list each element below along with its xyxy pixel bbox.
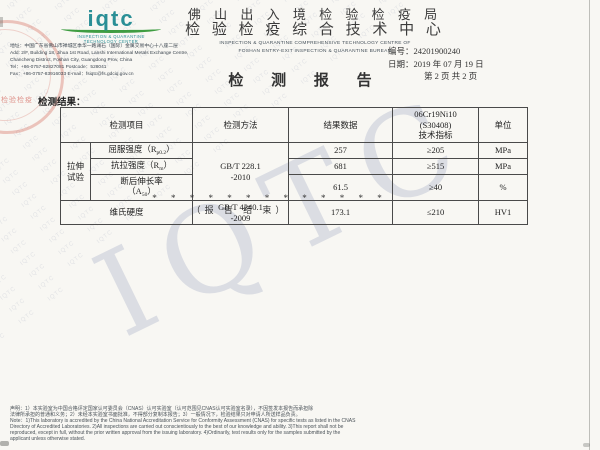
col-header-method: 检测方法: [192, 107, 290, 143]
cell-unit-yield: MPa: [478, 141, 529, 159]
method-year: -2009: [230, 212, 251, 223]
col-header-result: 结果数据: [288, 107, 394, 143]
report-number-label: 编号：: [388, 46, 414, 56]
org-title-block: 佛 山 出 入 境 检 验 检 疫 局 检 验 检 疫 综 合 技 术 中 心 …: [145, 7, 485, 54]
address-block: 地址：中国广东省佛山市禅城区季华一路澜石（国际）金属交易中心十八座二层 Add:…: [10, 44, 300, 79]
cell-item-elongation: 断后伸长率 （A50）: [89, 173, 194, 202]
scan-smudge-bottom-left: [0, 441, 9, 446]
logo-tagline-1: INSPECTION & QUARANTINE: [77, 34, 145, 39]
cell-index-elongation: ≥40: [392, 173, 480, 202]
scan-smudge-bottom-right: [583, 443, 590, 447]
col-header-unit: 单位: [478, 107, 529, 143]
logo-tagline-2: TECHNOLOGY CENTER: [83, 38, 139, 44]
footer-line-en-2: Directory of Accredited Laboratories. 2)…: [10, 423, 344, 430]
item-subscript: p0.2: [156, 149, 167, 156]
item-subscript: 50: [141, 192, 148, 199]
item-text: 抗拉强度（R: [111, 159, 160, 170]
org-title-cn-line2: 检 验 检 疫 综 合 技 术 中 心: [185, 22, 445, 38]
cell-unit-hardness: HV1: [478, 200, 529, 226]
address-line-fax: Fax：+86-0757-83916033 E-mail：fsiqtc@fs.g…: [10, 71, 134, 77]
table-row-vickers-hardness: 维氏硬度 GB/T 4340.1 -2009 173.1 ≤210 HV1: [59, 200, 529, 226]
footer-line-en-1: Note：1)This laboratory is accredited by …: [10, 417, 356, 424]
col-header-item: 检测项目: [59, 107, 194, 143]
footer-line-cn-1: 声明：1）本实验室为中国合格评定国家认可委员会（CNAS）认可实验室（认可范围见…: [10, 406, 314, 412]
item-suffix: ）: [163, 159, 172, 170]
table-row-tensile-strength: 抗拉强度（Rm） 681 ≥515 MPa: [61, 157, 529, 175]
report-date-label: 日期：: [388, 58, 414, 69]
results-table: 检测项目 检测方法 结果数据 06Cr19Ni10 (S30408) 技术指标 …: [59, 107, 529, 226]
asterisk-separator: * * * * * * * * * * * * *: [152, 193, 388, 203]
group-label-line1: 拉伸: [66, 160, 84, 171]
org-title-en-line1: INSPECTION & QUARANTINE COMPREHENSIVE TE…: [219, 41, 411, 46]
cell-index-hardness: ≤210: [392, 200, 480, 226]
item-suffix: ）: [147, 186, 156, 197]
end-of-report-note: （报 告 结 束）: [191, 205, 289, 215]
address-line-cn: 地址：中国广东省佛山市禅城区季华一路澜石（国际）金属交易中心十八座二层: [10, 44, 178, 49]
method-standard: GB/T 228.1: [220, 160, 261, 171]
cell-result-elongation: 61.5: [288, 173, 394, 202]
results-section-label: 检测结果：: [38, 98, 86, 108]
address-line-en1: Add: 2/F, Building 18, Jihua 1st Road, L…: [10, 50, 189, 56]
cell-result-yield: 257: [288, 141, 394, 159]
stamp-edge-text: 检验检疫: [1, 96, 33, 104]
org-title-en-line2: FOSHAN ENTRY-EXIT INSPECTION & QUARANTIN…: [238, 48, 392, 54]
group-label-line2: 试验: [66, 171, 84, 182]
report-number-value: 24201900240: [413, 46, 461, 56]
footer-line-cn-2: 法律所承担的普通和义务；2）未经本实验室书面批准，不得部分复制本报告；3）一般情…: [10, 411, 301, 418]
cell-item-tensile-strength: 抗拉强度（Rm）: [89, 157, 194, 175]
tech-index-uns: (S30408): [419, 119, 452, 130]
address-line-en2: Chancheng District, Foshan City, Guangdo…: [10, 57, 133, 63]
report-date-value: 2019 年 07 月 19 日: [413, 58, 484, 69]
cell-index-yield: ≥205: [392, 141, 480, 159]
cell-item-yield-strength: 屈服强度（Rp0.2）: [89, 141, 194, 159]
tech-index-grade: 06Cr19Ni10: [414, 109, 457, 119]
cell-method-tensile: GB/T 228.1 -2010: [192, 141, 290, 202]
org-title-cn-line1: 佛 山 出 入 境 检 验 检 疫 局: [187, 7, 443, 22]
page-number-info: 第 2 页 共 2 页: [424, 71, 478, 81]
cell-unit-tensile: MPa: [478, 157, 529, 175]
cell-index-tensile: ≥515: [392, 157, 480, 175]
table-row-yield-strength: 拉伸 试验 屈服强度（Rp0.2） GB/T 228.1 -2010 257 ≥…: [60, 141, 529, 202]
iqtc-logo: iqtc INSPECTION & QUARANTINE TECHNOLOGY …: [57, 6, 165, 45]
footer-line-en-3: reproduced, except in full, without the …: [10, 429, 341, 436]
scan-smudge-top-left: [0, 17, 3, 27]
item-text: （A: [127, 186, 142, 197]
table-row-elongation: 断后伸长率 （A50） 61.5 ≥40 %: [61, 173, 529, 202]
item-suffix: ）: [166, 143, 175, 154]
footer-disclaimer: 声明：1）本实验室为中国合格评定国家认可委员会（CNAS）认可实验室（认可范围见…: [10, 406, 588, 442]
report-date-line: 日期：2019 年 07 月 19 日: [388, 58, 484, 71]
tech-index-label: 技术指标: [418, 130, 453, 141]
item-text: 屈服强度（R: [108, 143, 157, 154]
col-header-tech-index: 06Cr19Ni10 (S30408) 技术指标: [392, 107, 480, 143]
method-standard: GB/T 4340.1: [218, 202, 263, 213]
cell-item-hardness: 维氏硬度: [59, 200, 194, 226]
item-subscript: m: [159, 165, 164, 172]
item-text-line1: 断后伸长率: [120, 175, 163, 186]
address-line-tel: Tel：+86-0757-82827081 Postcode：528041: [10, 64, 107, 70]
report-title: 检 测 报 告: [228, 73, 384, 89]
cell-method-hardness: GB/T 4340.1 -2009: [192, 200, 290, 226]
cell-result-tensile: 681: [288, 157, 394, 175]
report-number-line: 编号：24201900240: [388, 45, 484, 58]
method-year: -2010: [230, 171, 251, 182]
scan-edge-right: [589, 0, 590, 450]
cell-result-hardness: 173.1: [288, 200, 394, 226]
iqtc-logo-wordmark: iqtc: [87, 6, 135, 31]
cell-group-tensile-test: 拉伸 试验: [60, 141, 91, 202]
report-meta-block: 编号：24201900240 日期：2019 年 07 月 19 日 第 2 页…: [388, 45, 484, 83]
logo-swoosh-icon: [61, 25, 161, 33]
footer-line-en-4: applicant unless otherwise stated.: [10, 435, 86, 442]
